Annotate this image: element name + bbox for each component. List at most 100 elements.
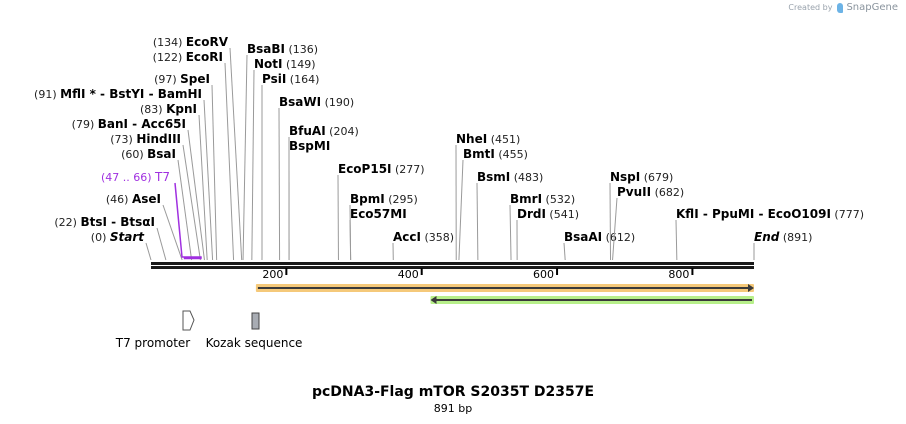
site-label: Eco57MI <box>350 207 407 221</box>
site-label: KflI - PpuMI - EcoO109I (777) <box>676 207 864 221</box>
site-label: BsaAI (612) <box>564 230 635 244</box>
site-label: EcoP15I (277) <box>338 162 425 176</box>
primer-label: (47 .. 66) T7 <box>101 170 170 184</box>
site-leader-line <box>509 204 512 261</box>
restriction-site[interactable]: (60) BsaI <box>121 147 193 261</box>
site-label: DrdI (541) <box>517 207 579 221</box>
restriction-site[interactable]: NspI (679) <box>609 170 673 261</box>
site-leader-line <box>242 54 248 261</box>
restriction-site[interactable]: BpmI (295) <box>349 192 418 261</box>
ruler-tick: 200 <box>262 268 288 281</box>
ruler-tick-label: 200 <box>262 268 283 281</box>
site-leader-line <box>211 84 218 261</box>
credit-prefix: Created by <box>788 3 833 12</box>
legend-kozak-sequence: Kozak sequence <box>206 312 303 350</box>
site-label: (22) BtsI - BtsαI <box>54 215 155 229</box>
ruler-tick: 800 <box>668 268 694 281</box>
site-leader-line <box>162 204 183 261</box>
restriction-site[interactable]: NheI (451) <box>455 132 520 261</box>
arrow-right-icon <box>748 284 754 292</box>
restriction-site[interactable]: BsaBI (136) <box>242 42 318 261</box>
restriction-site[interactable]: (73) HindIII <box>110 132 201 261</box>
site-label: BmrI (532) <box>510 192 575 206</box>
ruler-tick-label: 400 <box>398 268 419 281</box>
site-leader-line <box>177 159 193 261</box>
site-label: PvuII (682) <box>617 185 684 199</box>
site-leader-line <box>198 114 208 261</box>
site-label: BspMI <box>289 139 330 153</box>
site-leader-line <box>224 62 235 261</box>
restriction-site[interactable]: (83) KpnI <box>140 102 208 261</box>
site-leader-line <box>187 129 205 261</box>
site-label: End (891) <box>754 230 812 244</box>
restriction-site[interactable]: (97) SpeI <box>154 72 218 261</box>
snapgene-credit: Created by SnapGene <box>788 2 898 13</box>
site-leader-line <box>156 227 167 261</box>
restriction-site[interactable]: EcoP15I (277) <box>337 162 425 261</box>
restriction-site[interactable]: BsmI (483) <box>476 170 543 261</box>
green-feature[interactable] <box>430 296 754 304</box>
restriction-site[interactable]: BmtI (455) <box>458 147 528 261</box>
ruler-tick: 400 <box>398 268 423 281</box>
site-label: BmtI (455) <box>463 147 528 161</box>
legend-label: T7 promoter <box>115 336 191 350</box>
site-leader-line <box>182 144 201 261</box>
restriction-site[interactable]: NotI (149) <box>251 57 316 261</box>
site-leader-line <box>251 69 255 261</box>
site-label: (91) MflI * - BstYI - BamHI <box>34 87 202 101</box>
map-title: pcDNA3-Flag mTOR S2035T D2357E <box>311 384 595 400</box>
site-label: BsmI (483) <box>477 170 543 184</box>
legend-t7-promoter: T7 promoter <box>115 310 195 350</box>
restriction-site[interactable]: PsiI (164) <box>261 72 319 261</box>
site-label: BpmI (295) <box>350 192 418 206</box>
site-leader-line <box>609 182 612 261</box>
restriction-site[interactable]: (0) Start <box>91 230 152 261</box>
site-leader-line <box>229 47 243 261</box>
restriction-site[interactable]: (79) BanI - Acc65I <box>72 117 205 261</box>
primer-t7[interactable]: (47 .. 66) T7 <box>101 170 202 260</box>
arrow-left-icon <box>430 296 437 304</box>
restriction-site[interactable]: AccI (358) <box>392 230 454 261</box>
site-label: BsaBI (136) <box>247 42 318 56</box>
primer-leader <box>174 182 202 258</box>
site-label: (73) HindIII <box>110 132 181 146</box>
restriction-site[interactable]: BmrI (532) <box>509 192 575 261</box>
promoter-arrow-icon <box>182 310 195 331</box>
site-label: AccI (358) <box>393 230 454 244</box>
restriction-site[interactable]: (122) EcoRI <box>153 50 235 261</box>
restriction-site[interactable]: PvuII (682) <box>612 185 685 261</box>
restriction-site[interactable]: BsaAI (612) <box>563 230 635 261</box>
site-label: (46) AseI <box>106 192 161 206</box>
legend-label: Kozak sequence <box>206 336 303 350</box>
restriction-site[interactable]: (46) AseI <box>106 192 183 261</box>
site-leader-line <box>349 219 352 261</box>
site-leader-line <box>675 219 678 261</box>
restriction-site[interactable]: KflI - PpuMI - EcoO109I (777) <box>675 207 864 261</box>
restriction-site[interactable]: (91) MflI * - BstYI - BamHI <box>34 87 214 261</box>
snapgene-logo-icon <box>837 2 844 13</box>
orange-feature[interactable] <box>255 284 754 292</box>
site-label: NheI (451) <box>456 132 520 146</box>
site-label: (97) SpeI <box>154 72 210 86</box>
restriction-site[interactable]: End (891) <box>753 230 812 260</box>
site-label: (60) BsaI <box>121 147 176 161</box>
restriction-site[interactable]: BsaWI (190) <box>278 95 354 261</box>
site-label: NspI (679) <box>610 170 673 184</box>
site-label: (122) EcoRI <box>153 50 223 64</box>
site-label: BsaWI (190) <box>279 95 354 109</box>
backbone-top-strand <box>151 262 754 265</box>
site-label: BfuAI (204) <box>289 124 359 138</box>
restriction-site[interactable]: BspMI <box>288 139 330 261</box>
restriction-site[interactable]: (22) BtsI - BtsαI <box>54 215 167 261</box>
sequence-length: 891 bp <box>433 402 473 415</box>
site-label: (0) Start <box>91 230 145 244</box>
site-leader-line <box>476 182 479 261</box>
restriction-site[interactable]: DrdI (541) <box>516 207 579 261</box>
ruler-tick: 600 <box>533 268 559 281</box>
restriction-site[interactable]: Eco57MI <box>349 207 407 261</box>
site-leader-line <box>563 242 566 261</box>
site-leader-line <box>203 99 214 261</box>
site-label: (134) EcoRV <box>153 35 229 49</box>
site-leader-line <box>458 159 464 261</box>
restriction-site[interactable]: (134) EcoRV <box>153 35 243 261</box>
